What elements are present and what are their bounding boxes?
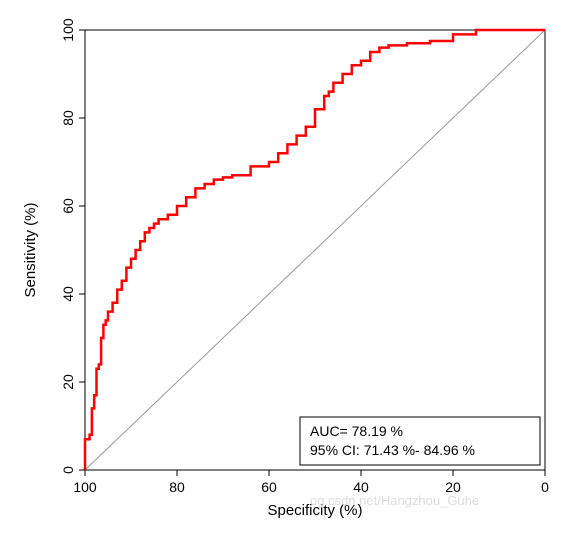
x-tick-label: 0	[541, 479, 549, 495]
y-tick-label: 0	[60, 466, 76, 474]
y-tick-label: 20	[60, 374, 76, 390]
y-tick-label: 40	[60, 286, 76, 302]
diagonal-reference	[85, 30, 545, 470]
watermark: og.csdn.net/Hangzhou_Guhe	[310, 493, 479, 508]
x-tick-label: 80	[169, 479, 185, 495]
x-tick-label: 100	[73, 479, 97, 495]
y-tick-label: 60	[60, 198, 76, 214]
legend-auc: AUC= 78.19 %	[310, 423, 403, 439]
y-axis-label: Sensitivity (%)	[22, 202, 39, 297]
roc-chart: 100806040200020406080100Specificity (%)S…	[0, 0, 570, 540]
y-tick-label: 100	[60, 18, 76, 42]
chart-svg: 100806040200020406080100Specificity (%)S…	[0, 0, 570, 540]
y-tick-label: 80	[60, 110, 76, 126]
legend-ci: 95% CI: 71.43 %- 84.96 %	[310, 442, 475, 458]
x-tick-label: 60	[261, 479, 277, 495]
